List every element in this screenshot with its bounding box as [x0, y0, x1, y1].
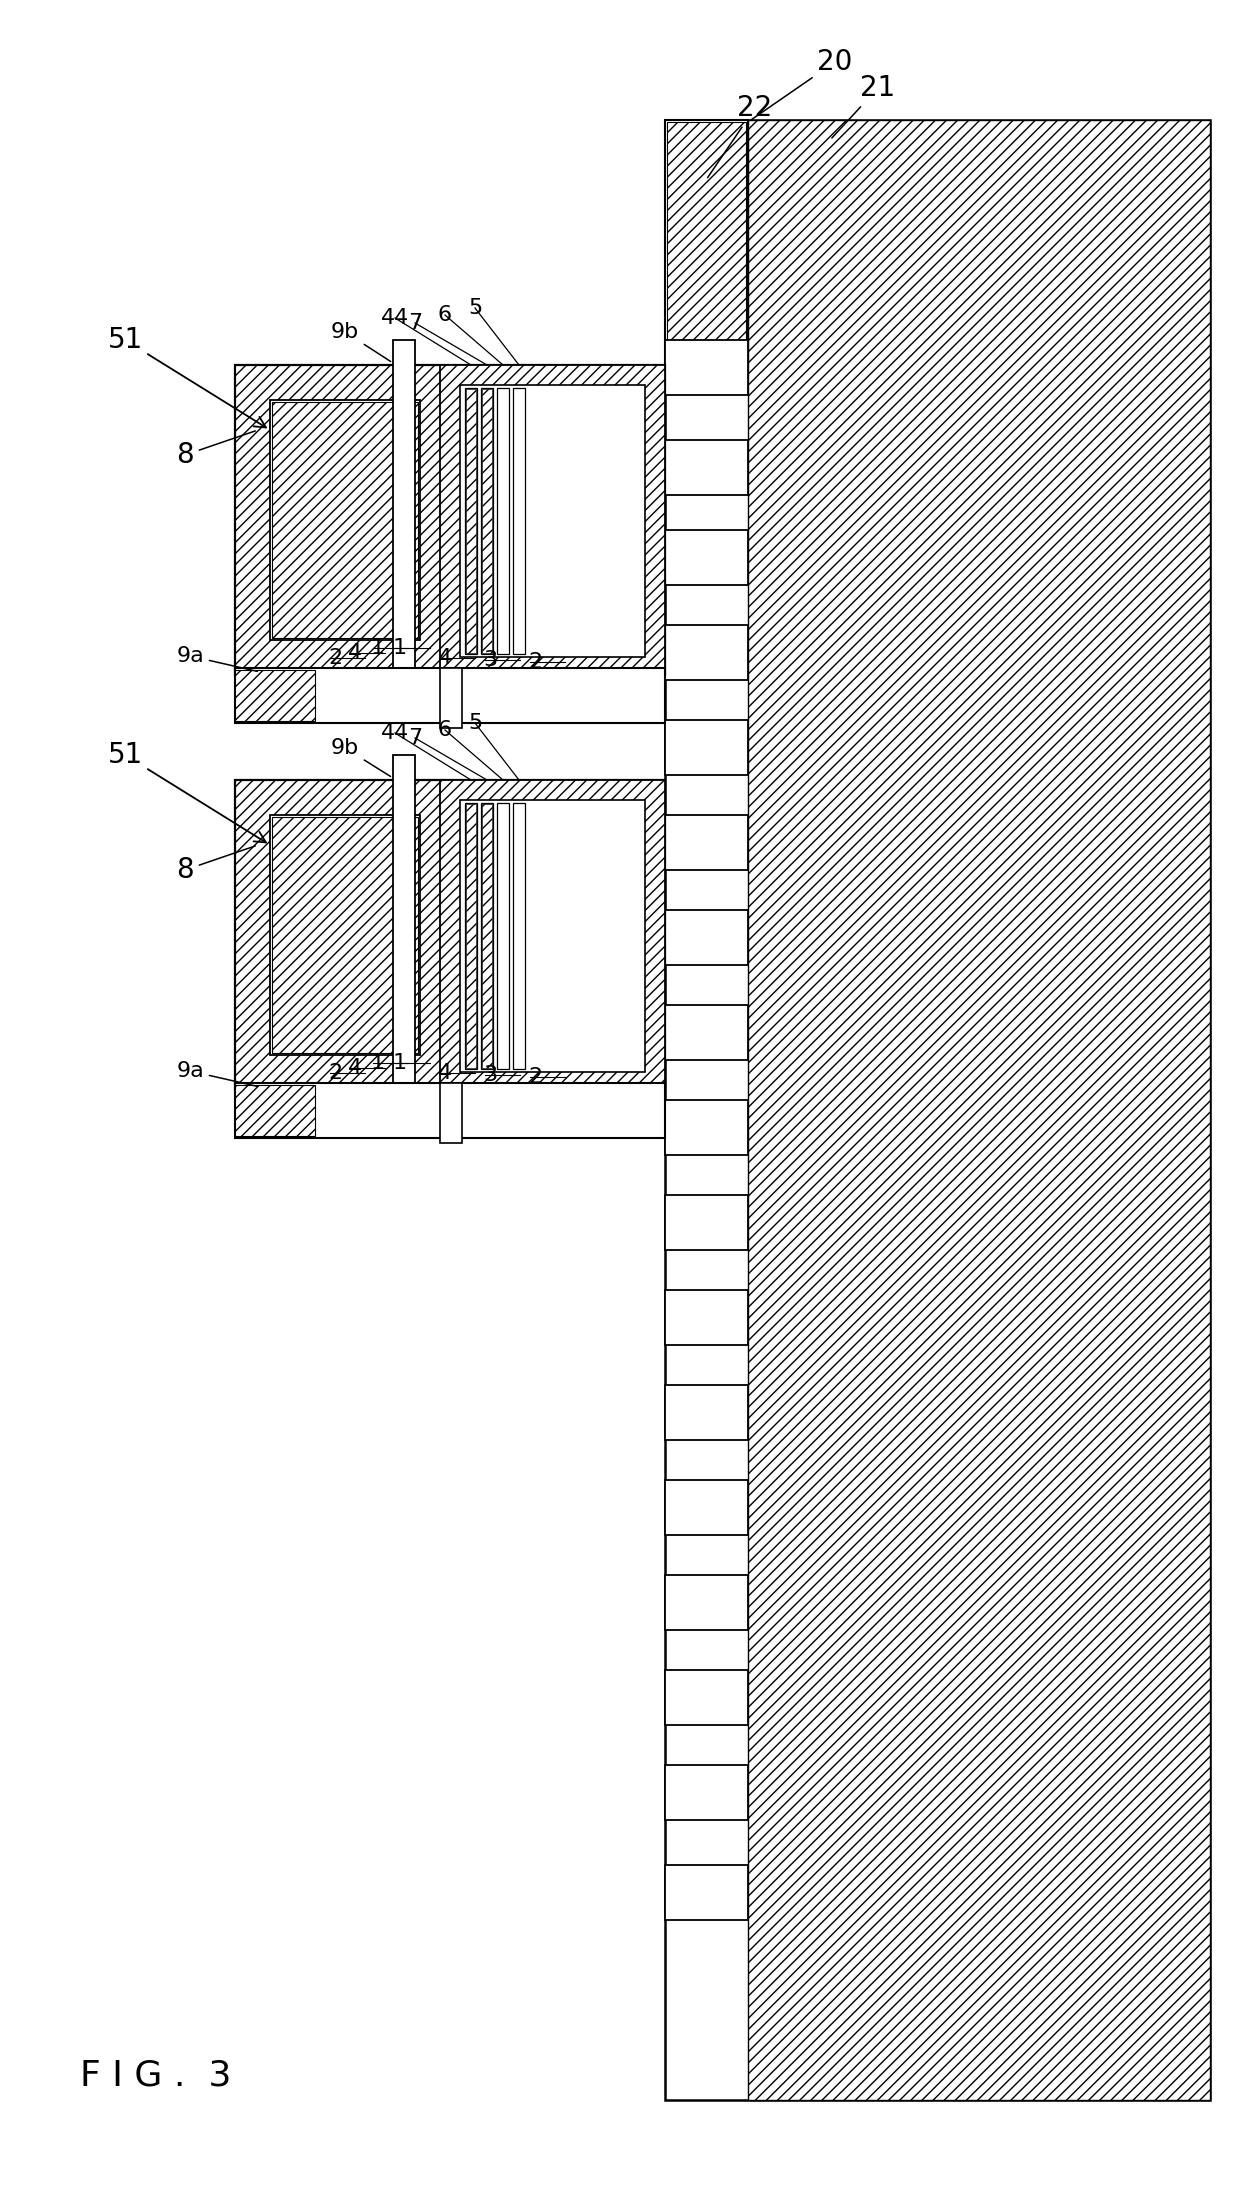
Bar [440, 364, 665, 676]
Bar [481, 804, 494, 1069]
Bar [482, 804, 492, 1069]
Bar [393, 340, 415, 680]
Text: 3: 3 [482, 1064, 497, 1084]
Bar [513, 389, 525, 654]
Text: 1: 1 [393, 1053, 407, 1073]
Bar [665, 530, 748, 585]
Bar [665, 910, 748, 965]
Bar [665, 815, 748, 870]
Text: 4: 4 [438, 647, 453, 669]
Text: 9b: 9b [331, 322, 391, 362]
Text: 21: 21 [832, 75, 895, 137]
Text: 1: 1 [371, 1053, 386, 1073]
Text: 5: 5 [467, 713, 482, 733]
Bar [466, 389, 476, 654]
Text: 7: 7 [408, 729, 422, 749]
Text: 6: 6 [438, 305, 453, 325]
Text: 1: 1 [371, 638, 386, 658]
Bar [466, 804, 476, 1069]
Bar [236, 364, 665, 676]
Bar [482, 389, 492, 654]
Text: 8: 8 [176, 431, 255, 468]
Text: 44: 44 [381, 307, 409, 329]
Bar [665, 1195, 748, 1250]
Bar [272, 817, 418, 1053]
Bar [236, 1084, 315, 1135]
Bar [665, 625, 748, 680]
Bar [236, 779, 665, 1091]
Bar [665, 1669, 748, 1724]
Text: 4: 4 [348, 643, 362, 662]
Bar [272, 402, 418, 638]
Bar [665, 119, 748, 360]
Bar [665, 1384, 748, 1440]
Text: F I G .  3: F I G . 3 [81, 2058, 232, 2091]
Bar [236, 1082, 665, 1137]
Bar [460, 799, 645, 1073]
Text: 44: 44 [381, 722, 409, 744]
Text: 51: 51 [108, 742, 265, 843]
Bar [667, 121, 746, 358]
Bar [665, 119, 1210, 2100]
Bar [465, 389, 477, 654]
Text: 4: 4 [438, 1062, 453, 1082]
Bar [393, 755, 415, 1095]
Text: 5: 5 [467, 298, 482, 318]
Bar [665, 439, 748, 495]
Bar [665, 340, 748, 395]
Text: 2: 2 [327, 1062, 342, 1082]
Text: 2: 2 [528, 651, 542, 671]
Text: 6: 6 [438, 720, 453, 740]
Bar [440, 669, 463, 729]
Bar [665, 1574, 748, 1630]
Bar [497, 804, 508, 1069]
Text: 1: 1 [393, 638, 407, 658]
Bar [665, 1866, 748, 1921]
Text: 9a: 9a [176, 647, 257, 671]
Bar [465, 804, 477, 1069]
Bar [665, 1100, 748, 1155]
Text: 2: 2 [528, 1066, 542, 1086]
Bar [665, 1764, 748, 1819]
Text: 9b: 9b [331, 737, 391, 777]
Bar [440, 1082, 463, 1144]
Text: 4: 4 [348, 1058, 362, 1078]
Bar [270, 815, 420, 1055]
Text: 51: 51 [108, 327, 265, 428]
Bar [665, 1479, 748, 1535]
Bar [665, 1005, 748, 1060]
Bar [665, 720, 748, 775]
Text: 7: 7 [408, 314, 422, 333]
Bar [236, 669, 315, 722]
Bar [497, 389, 508, 654]
Bar [665, 1289, 748, 1345]
Bar [440, 779, 665, 1091]
Text: 8: 8 [176, 846, 255, 883]
Bar [236, 669, 665, 722]
Bar [460, 384, 645, 658]
Bar [748, 119, 1210, 2100]
Text: 20: 20 [750, 49, 853, 121]
Bar [270, 400, 420, 640]
Text: 22: 22 [708, 95, 773, 177]
Text: 2: 2 [327, 647, 342, 669]
Text: 3: 3 [482, 649, 497, 669]
Bar [513, 804, 525, 1069]
Bar [481, 389, 494, 654]
Text: 9a: 9a [176, 1062, 257, 1086]
